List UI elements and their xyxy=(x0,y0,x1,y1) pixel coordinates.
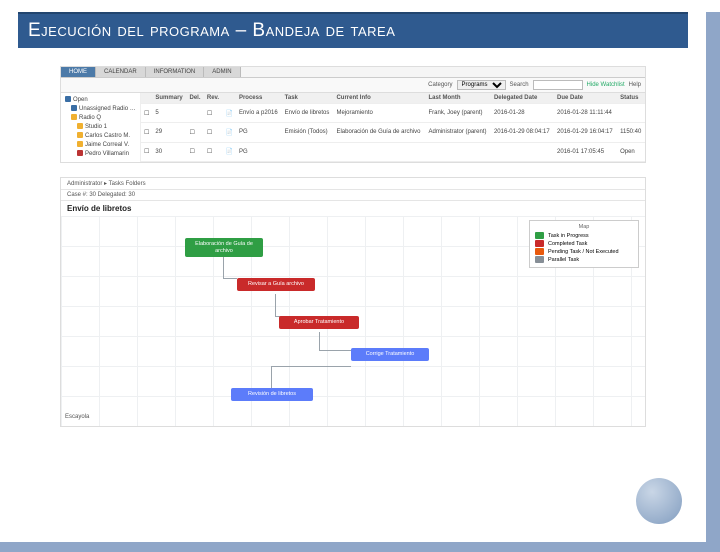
workflow-edge xyxy=(319,350,351,351)
workflow-edge xyxy=(223,256,224,278)
swatch-icon xyxy=(535,248,544,255)
workflow-canvas[interactable]: Escayola Map Task in Progress Completed … xyxy=(61,216,645,426)
filter-select[interactable]: Programs xyxy=(457,80,506,90)
case-info: Case #: 30 Delegated: 30 xyxy=(61,190,645,201)
decorative-circle xyxy=(636,478,682,524)
tree-node: Open xyxy=(65,96,136,105)
task-inbox-panel: HOME CALENDAR INFORMATION ADMIN Category… xyxy=(60,66,646,163)
table-row[interactable]: ☐ 29 ☐ ☐ 📄 PG Emisión (Todos) Elaboració… xyxy=(141,123,645,142)
table-header-row: Summary Del. Rev. Process Task Current I… xyxy=(141,93,645,104)
swatch-icon xyxy=(535,232,544,239)
workflow-node[interactable]: Elaboración de Guía de archivo xyxy=(185,238,263,257)
legend: Map Task in Progress Completed Task Pend… xyxy=(529,220,639,268)
workflow-node[interactable]: Corrige Tratamiento xyxy=(351,348,429,361)
help-link[interactable]: Help xyxy=(629,82,641,88)
legend-title: Map xyxy=(535,224,633,230)
task-table: Summary Del. Rev. Process Task Current I… xyxy=(141,93,645,162)
workflow-node[interactable]: Aprobar Tratamiento xyxy=(279,316,359,329)
workflow-node[interactable]: Revisión de libretos xyxy=(231,388,313,401)
workflow-edge xyxy=(319,332,320,350)
legend-item: Task in Progress xyxy=(535,232,633,239)
lane-label: Escayola xyxy=(65,414,89,420)
workflow-edge xyxy=(271,366,272,388)
tree-node: Pedro Villamarin xyxy=(65,150,136,159)
tree-node: Radio Q xyxy=(65,114,136,123)
table-row[interactable]: ☐ 30 ☐ ☐ 📄 PG 2016-01 17:05:45 Open xyxy=(141,142,645,161)
legend-item: Parallel Task xyxy=(535,256,633,263)
filter-label: Category xyxy=(428,82,452,88)
legend-item: Pending Task / Not Executed xyxy=(535,248,633,255)
slide-title-bar: Ejecución del programa – Bandeja de tare… xyxy=(18,12,688,48)
table-row[interactable]: ☐ 5 ☐ 📄 Envío a p2016 Envío de libretos … xyxy=(141,104,645,123)
swatch-icon xyxy=(535,240,544,247)
tree-node: Carlos Castro M. xyxy=(65,132,136,141)
legend-item: Completed Task xyxy=(535,240,633,247)
search-label: Search xyxy=(510,82,529,88)
workflow-edge xyxy=(223,278,237,279)
search-input[interactable] xyxy=(533,80,583,90)
workflow-panel: Administrator ▸ Tasks Folders Case #: 30… xyxy=(60,177,646,427)
workflow-edge xyxy=(275,294,276,316)
tree-node: Studio 1 xyxy=(65,123,136,132)
tab-admin[interactable]: ADMIN xyxy=(204,67,240,77)
tree-node: Jaime Correal V. xyxy=(65,141,136,150)
tree-node: Unassigned Radio Plates xyxy=(65,105,136,114)
folder-tree[interactable]: Open Unassigned Radio Plates Radio Q Stu… xyxy=(61,93,141,162)
tab-information[interactable]: INFORMATION xyxy=(146,67,205,77)
slide-title: Ejecución del programa – Bandeja de tare… xyxy=(28,20,678,42)
workflow-node[interactable]: Revisar a Guía archivo xyxy=(237,278,315,291)
watchlist-link[interactable]: Hide Watchlist xyxy=(587,82,625,88)
breadcrumb[interactable]: Administrator ▸ Tasks Folders xyxy=(61,178,645,190)
process-title: Envío de libretos xyxy=(61,201,645,216)
tab-home[interactable]: HOME xyxy=(61,67,96,77)
workflow-edge xyxy=(271,366,351,367)
swatch-icon xyxy=(535,256,544,263)
inbox-toolbar: Category Programs Search Hide Watchlist … xyxy=(61,78,645,93)
inbox-tabs: HOME CALENDAR INFORMATION ADMIN xyxy=(61,67,645,78)
inbox-body: Open Unassigned Radio Plates Radio Q Stu… xyxy=(61,93,645,162)
tab-calendar[interactable]: CALENDAR xyxy=(96,67,146,77)
